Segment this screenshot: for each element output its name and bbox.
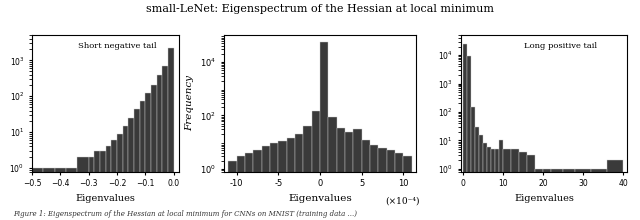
Bar xyxy=(403,156,412,220)
Bar xyxy=(535,169,543,220)
Text: Figure 1: Eigenspectrum of the Hessian at local minimum for CNNs on MNIST (train: Figure 1: Eigenspectrum of the Hessian a… xyxy=(13,210,357,218)
Bar xyxy=(463,44,467,220)
Bar xyxy=(245,153,253,220)
Bar xyxy=(228,161,237,220)
Bar xyxy=(312,111,320,220)
Bar xyxy=(503,149,511,220)
Bar xyxy=(471,107,475,220)
Bar xyxy=(100,151,106,220)
Bar xyxy=(157,75,162,220)
Bar xyxy=(128,118,134,220)
Bar xyxy=(44,168,54,220)
Bar xyxy=(353,130,362,220)
X-axis label: Eigenvalues: Eigenvalues xyxy=(288,194,352,203)
Bar xyxy=(295,134,303,220)
Bar xyxy=(151,85,157,220)
Bar xyxy=(328,117,337,220)
Text: Long positive tail: Long positive tail xyxy=(524,42,597,50)
Bar xyxy=(111,140,117,220)
Bar xyxy=(123,126,128,220)
Bar xyxy=(527,155,535,220)
Bar xyxy=(495,149,499,220)
Bar xyxy=(575,169,591,220)
Bar xyxy=(563,169,575,220)
Bar xyxy=(370,145,378,220)
Bar xyxy=(253,150,262,220)
Bar xyxy=(475,127,479,220)
Bar xyxy=(607,160,623,220)
Bar xyxy=(106,147,111,220)
Bar xyxy=(278,141,287,220)
Bar xyxy=(519,152,527,220)
Bar xyxy=(483,143,487,220)
Bar xyxy=(591,169,607,220)
Bar xyxy=(303,126,312,220)
Bar xyxy=(337,128,345,220)
Bar xyxy=(395,153,403,220)
Bar xyxy=(320,42,328,220)
Bar xyxy=(491,149,495,220)
Bar xyxy=(140,101,145,220)
Bar xyxy=(117,134,123,220)
X-axis label: Eigenvalues: Eigenvalues xyxy=(514,194,574,203)
Bar xyxy=(362,140,370,220)
Bar xyxy=(162,66,168,220)
Bar xyxy=(66,168,77,220)
Bar xyxy=(32,168,44,220)
Bar xyxy=(94,151,100,220)
Bar xyxy=(487,147,491,220)
Bar xyxy=(345,132,353,220)
Bar xyxy=(511,149,519,220)
Bar xyxy=(499,140,503,220)
Bar xyxy=(287,138,295,220)
Bar xyxy=(543,169,551,220)
Text: small-LeNet: Eigenspectrum of the Hessian at local minimum: small-LeNet: Eigenspectrum of the Hessia… xyxy=(146,4,494,14)
Bar xyxy=(77,157,88,220)
Text: (×10⁻⁴): (×10⁻⁴) xyxy=(385,196,420,205)
Bar xyxy=(262,146,270,220)
Bar xyxy=(168,48,173,220)
X-axis label: Eigenvalues: Eigenvalues xyxy=(76,194,136,203)
Bar xyxy=(551,169,563,220)
Bar xyxy=(134,109,140,220)
Bar xyxy=(88,157,94,220)
Bar xyxy=(479,135,483,220)
Bar xyxy=(145,94,151,220)
Bar xyxy=(467,56,471,220)
Y-axis label: Frequency: Frequency xyxy=(186,75,195,131)
Bar xyxy=(237,156,245,220)
Bar xyxy=(54,168,66,220)
Bar xyxy=(387,150,395,220)
Bar xyxy=(378,148,387,220)
Bar xyxy=(270,143,278,220)
Text: Short negative tail: Short negative tail xyxy=(78,42,157,50)
